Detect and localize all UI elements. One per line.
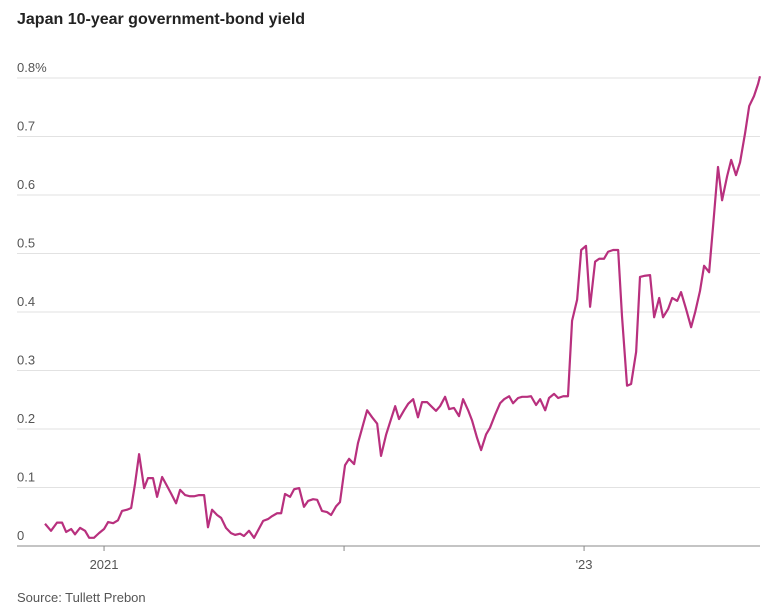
y-tick-label: 0.7 <box>17 119 35 134</box>
y-tick-label: 0.3 <box>17 353 35 368</box>
y-tick-label: 0 <box>17 528 24 543</box>
yield-line <box>44 75 762 539</box>
y-tick-label: 0.6 <box>17 177 35 192</box>
source-note: Source: Tullett Prebon <box>17 590 146 605</box>
x-tick-label: 2021 <box>90 557 119 572</box>
y-tick-label: 0.8% <box>17 60 47 75</box>
chart-title: Japan 10-year government-bond yield <box>17 11 305 28</box>
y-tick-label: 0.4 <box>17 294 35 309</box>
y-tick-label: 0.5 <box>17 236 35 251</box>
x-tick-label: '23 <box>576 557 593 572</box>
y-tick-label: 0.2 <box>17 411 35 426</box>
y-tick-label: 0.1 <box>17 470 35 485</box>
